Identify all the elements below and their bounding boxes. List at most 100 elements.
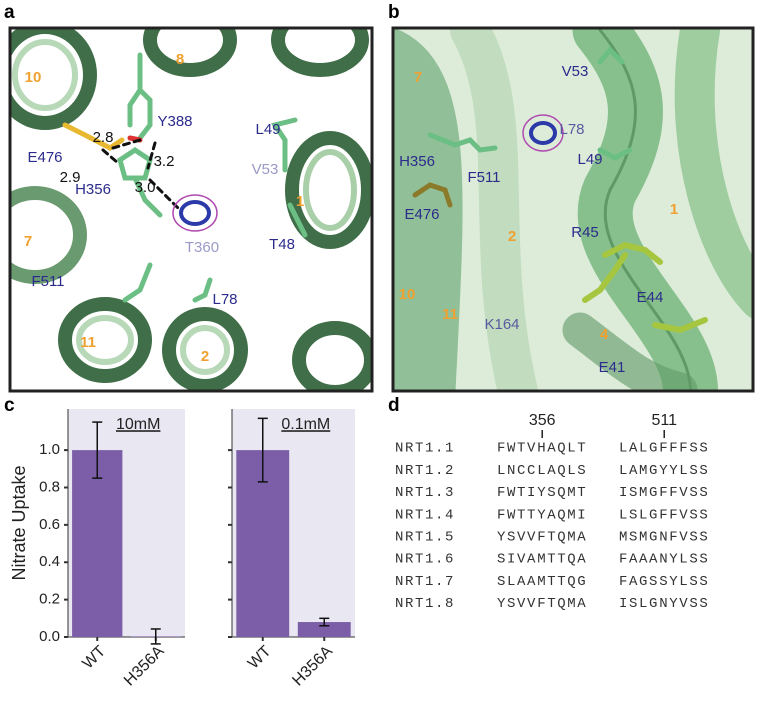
residues: LALG — [619, 441, 659, 457]
residues: SLAA — [497, 574, 537, 590]
residues: M — [537, 552, 547, 568]
residue-label: 10 — [25, 69, 42, 86]
residues: SIVA — [497, 552, 537, 568]
residues: Y — [537, 507, 547, 523]
structure-a — [10, 28, 372, 391]
residue-label: 2 — [508, 228, 516, 245]
residue-label: L78 — [559, 121, 584, 138]
residue-label: 2.8 — [93, 129, 114, 146]
residues: M — [537, 574, 547, 590]
residue-label: L49 — [577, 151, 602, 168]
residues: FF — [669, 441, 689, 457]
y-tick-label: 0.4 — [39, 553, 60, 570]
residues: YSVV — [497, 530, 537, 546]
residue-label: 4 — [600, 326, 609, 343]
residue-label: 3.0 — [135, 179, 156, 196]
residues: YSVV — [497, 596, 537, 612]
residues: N — [659, 596, 669, 612]
residue-label: V53 — [562, 63, 589, 80]
residues: N — [659, 552, 669, 568]
residue-label: V53 — [252, 161, 279, 178]
residue-label: K164 — [484, 316, 519, 333]
panel-label: c — [4, 395, 15, 416]
residues: F — [659, 485, 669, 501]
residues: F — [537, 530, 547, 546]
residue-label: 11 — [80, 334, 96, 351]
x-tick-label: H356A — [121, 643, 168, 690]
residues: Y — [537, 485, 547, 501]
x-tick-label: WT — [245, 643, 275, 673]
residues: TTQG — [547, 574, 587, 590]
residue-label: R45 — [571, 224, 599, 241]
residue-label: Y388 — [157, 113, 192, 130]
residues: TQMA — [547, 596, 587, 612]
residues: SS — [689, 596, 709, 612]
y-tick-label: 0.0 — [39, 628, 60, 645]
residue-label: E476 — [27, 149, 62, 166]
residues: FV — [669, 485, 689, 501]
residues: F — [659, 507, 669, 523]
y-tick-label: 1.0 — [39, 441, 60, 458]
residues: YL — [669, 463, 689, 479]
residue-label: 1 — [296, 193, 304, 210]
residues: SS — [689, 552, 709, 568]
residues: Y — [659, 463, 669, 479]
residues: YV — [669, 596, 689, 612]
error-bar — [319, 617, 330, 627]
residue-label: 7 — [24, 233, 32, 250]
panel-frame — [391, 26, 755, 393]
residue-label: E41 — [599, 359, 626, 376]
residues: LNCC — [497, 463, 537, 479]
residue-label: L78 — [212, 291, 237, 308]
y-axis-label: Nitrate Uptake — [9, 465, 29, 580]
residues: AQLS — [547, 463, 587, 479]
residue-label: 7 — [414, 69, 422, 86]
residues: YL — [669, 552, 689, 568]
residues: F — [537, 596, 547, 612]
panel-label: d — [388, 395, 400, 416]
residue-label: F511 — [31, 273, 64, 290]
sequence-name: NRT1.4 — [395, 507, 455, 523]
residues: FV — [669, 507, 689, 523]
residues: AQLT — [547, 441, 587, 457]
residues: FAAA — [619, 552, 659, 568]
bar — [72, 450, 123, 637]
residues: AQMI — [547, 507, 587, 523]
residue-label: L49 — [255, 121, 280, 138]
residues: SS — [689, 463, 709, 479]
residues: N — [659, 530, 669, 546]
residues: ISMG — [619, 485, 659, 501]
residues: FAGS — [619, 574, 659, 590]
residue-label: T360 — [185, 239, 219, 256]
x-tick-label: H356A — [289, 643, 336, 690]
sequence-name: NRT1.3 — [395, 485, 455, 501]
residue-label: 2 — [201, 348, 209, 365]
residue-label: 2.9 — [60, 169, 81, 186]
residue-label: E44 — [637, 289, 664, 306]
residue-label: 1 — [670, 201, 678, 218]
residue-label: 11 — [442, 306, 458, 323]
panel-frame — [8, 26, 374, 393]
residues: TQMA — [547, 530, 587, 546]
position-label: 511 — [651, 412, 677, 429]
residue-label: T48 — [269, 236, 295, 253]
residues: SQMT — [547, 485, 587, 501]
residues: MSMG — [619, 530, 659, 546]
panel-label: a — [4, 2, 15, 23]
residue-label: 10 — [399, 286, 416, 303]
chart-title: 0.1mM — [281, 416, 330, 433]
residues: TTQA — [547, 552, 587, 568]
sequence-name: NRT1.5 — [395, 530, 455, 546]
residues: SS — [689, 574, 709, 590]
sequence-name: NRT1.2 — [395, 463, 455, 479]
residues: H — [537, 441, 547, 457]
structure-b — [393, 28, 753, 391]
sequence-name: NRT1.7 — [395, 574, 455, 590]
sequence-name: NRT1.1 — [395, 441, 455, 457]
residue-label: H356 — [399, 153, 435, 170]
residues: SS — [689, 441, 709, 457]
y-tick-label: 0.8 — [39, 478, 60, 495]
chart-title: 10mM — [116, 416, 160, 433]
residues: LAMG — [619, 463, 659, 479]
